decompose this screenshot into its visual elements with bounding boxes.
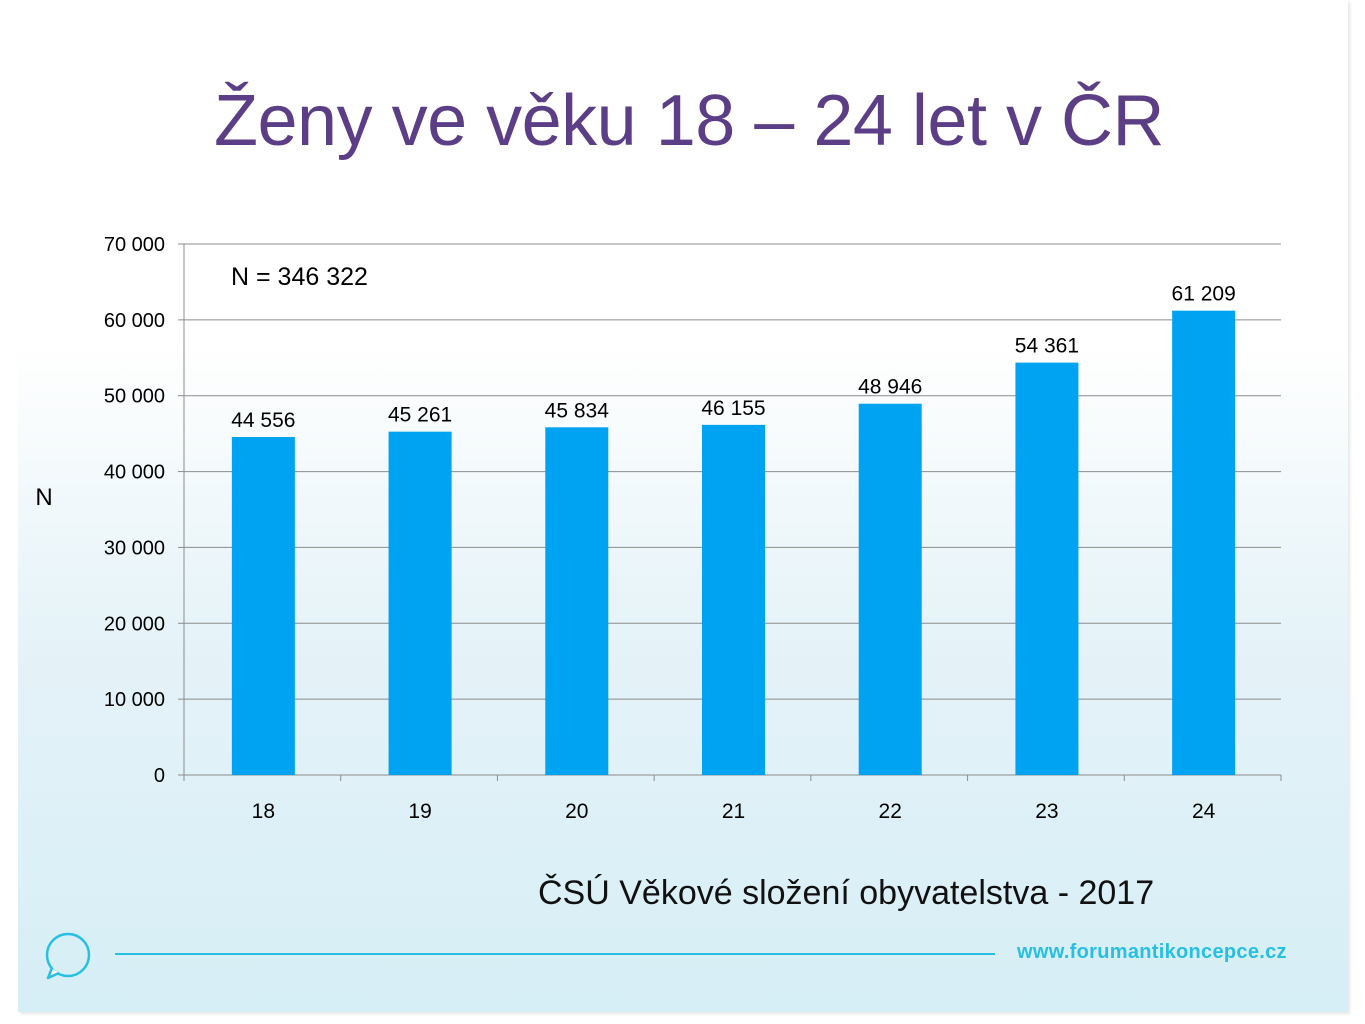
y-tick-label: 20 000 — [104, 613, 165, 635]
bar — [1015, 362, 1079, 775]
y-tick-label: 60 000 — [104, 310, 165, 332]
data-label: 48 946 — [858, 376, 922, 399]
bar — [1172, 310, 1236, 775]
footer-website-link[interactable]: www.forumantikoncepce.cz — [1017, 941, 1287, 963]
chart-labels: 0 10 000 20 000 30 000 40 000 50 000 60 000 70 … — [35, 234, 1235, 823]
x-tick-label: 24 — [1192, 800, 1216, 823]
bar-chart: 0 10 000 20 000 30 000 40 000 50 000 60 000 70 … — [35, 234, 1282, 823]
x-tick-label: 21 — [722, 800, 745, 823]
data-label: 44 556 — [231, 409, 295, 432]
x-tick-label: 19 — [408, 800, 431, 823]
y-tick-label: 50 000 — [104, 386, 165, 408]
chart-bars — [231, 310, 1236, 775]
footer-divider — [115, 953, 995, 955]
bar — [388, 431, 452, 775]
y-tick-label: 30 000 — [104, 537, 165, 559]
bar — [231, 437, 295, 775]
source-caption: ČSÚ Věkové složení obyvatelstva - 2017 — [538, 874, 1155, 912]
slide-title-text: Ženy ve věku 18 – 24 let v ČR — [214, 81, 1164, 161]
data-label: 54 361 — [1015, 335, 1079, 358]
y-tick-label: 70 000 — [104, 234, 165, 256]
bar — [858, 403, 922, 775]
x-tick-label: 23 — [1035, 800, 1058, 823]
x-tick-label: 20 — [565, 800, 588, 823]
bar — [702, 424, 765, 775]
slide-title: Ženy ve věku 18 – 24 let v ČR — [0, 80, 1365, 190]
x-tick-label: 18 — [252, 800, 275, 823]
data-label: 45 834 — [545, 399, 610, 422]
data-label: 61 209 — [1172, 283, 1236, 306]
chart-annotation: N = 346 322 — [231, 263, 368, 291]
data-label: 46 155 — [701, 397, 765, 420]
speech-bubble-icon — [45, 932, 91, 980]
y-tick-label: 40 000 — [104, 462, 165, 484]
y-axis-title: N — [35, 484, 52, 511]
x-tick-label: 22 — [879, 800, 902, 823]
y-tick-label: 10 000 — [104, 689, 165, 711]
y-tick-label: 0 — [154, 765, 165, 787]
data-label: 45 261 — [388, 404, 452, 427]
bar — [545, 427, 609, 775]
